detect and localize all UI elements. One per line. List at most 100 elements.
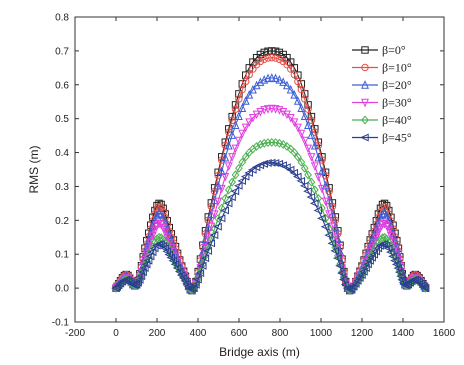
data-point (327, 239, 337, 248)
data-point (396, 272, 405, 281)
data-point (386, 248, 395, 257)
data-point (391, 236, 400, 245)
y-tick-label: 0.4 (55, 148, 69, 159)
data-point (382, 221, 391, 231)
y-tick-label: 0.6 (55, 80, 69, 91)
data-point (228, 116, 236, 125)
data-point (201, 243, 210, 253)
x-tick-label: 200 (149, 328, 166, 339)
legend-swatch-marker (360, 133, 369, 142)
data-point (294, 77, 302, 86)
data-point (203, 246, 212, 255)
data-point (403, 280, 413, 289)
legend: β=0° β=10° β=20° β=30° β=40° β=45° (352, 43, 412, 145)
data-point (283, 53, 291, 62)
data-point (231, 120, 240, 130)
data-point (317, 214, 326, 223)
data-point (148, 231, 157, 241)
data-point (332, 254, 342, 263)
data-point (144, 236, 153, 245)
data-point (200, 254, 210, 263)
data-point (224, 185, 233, 195)
data-point (221, 172, 230, 182)
data-point (321, 197, 330, 207)
data-point (217, 203, 226, 213)
data-point (217, 166, 226, 176)
data-point (249, 65, 257, 73)
data-point (275, 74, 284, 84)
data-point (390, 256, 399, 265)
data-point (194, 274, 203, 284)
data-point (364, 246, 373, 256)
data-point (195, 269, 205, 278)
data-point (307, 130, 316, 139)
data-point (163, 242, 172, 252)
data-point (300, 111, 309, 121)
data-point (374, 228, 383, 237)
data-point (170, 260, 180, 269)
data-point (267, 73, 276, 82)
y-tick-label: 0.1 (55, 250, 69, 261)
data-point (112, 283, 121, 292)
data-point (380, 232, 389, 242)
data-point (405, 278, 414, 287)
data-point (357, 271, 366, 280)
x-tick-label: 0 (113, 328, 119, 339)
data-point (172, 264, 182, 272)
axis-ticks: -200 0 200 400 600 800 1000 1200 1400 1600 -0.1 0.0… (52, 13, 456, 340)
data-point (367, 253, 376, 262)
data-point (242, 77, 250, 86)
data-point (241, 96, 250, 105)
data-point (286, 114, 295, 123)
data-point (294, 152, 302, 162)
data-point (268, 53, 276, 62)
data-point (285, 165, 295, 174)
data-point (245, 70, 253, 79)
data-point (240, 172, 250, 181)
data-point (140, 264, 149, 273)
data-point (165, 230, 174, 239)
data-point (310, 140, 319, 150)
data-point (150, 226, 159, 235)
series-6 (111, 158, 430, 294)
data-point (230, 187, 240, 196)
data-point (260, 138, 269, 148)
data-point (238, 103, 247, 112)
series-group (111, 47, 430, 295)
data-point (353, 276, 362, 285)
x-tick-label: 600 (231, 328, 248, 339)
data-point (180, 276, 190, 285)
data-point (248, 165, 257, 174)
data-point (271, 54, 280, 62)
data-point (241, 152, 250, 162)
data-point (331, 233, 340, 243)
data-point (233, 181, 243, 190)
legend-label: β=0° (382, 43, 406, 57)
data-point (171, 253, 180, 262)
data-point (228, 153, 237, 162)
data-point (386, 231, 395, 241)
x-tick-label: 800 (272, 328, 289, 339)
data-point (238, 129, 247, 139)
data-point (168, 256, 178, 265)
data-point (197, 261, 207, 270)
data-point (231, 105, 240, 113)
y-tick-label: 0.3 (55, 182, 69, 193)
data-point (245, 90, 254, 99)
data-point (138, 268, 147, 277)
data-point (286, 84, 295, 94)
data-point (231, 144, 240, 154)
data-point (359, 267, 368, 276)
data-point (279, 107, 288, 117)
data-point (378, 233, 387, 243)
x-tick-label: 1000 (310, 328, 333, 339)
data-point (111, 284, 120, 293)
data-point (363, 260, 372, 269)
data-point (235, 95, 243, 103)
data-point (370, 230, 379, 239)
data-point (384, 226, 393, 235)
data-point (141, 260, 151, 269)
y-tick-label: 0.7 (55, 46, 69, 57)
data-point (260, 48, 268, 57)
data-point (287, 65, 295, 73)
